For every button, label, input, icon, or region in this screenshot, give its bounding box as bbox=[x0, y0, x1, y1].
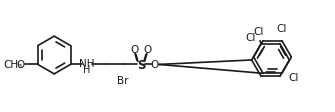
Text: CH₃: CH₃ bbox=[4, 60, 23, 70]
Text: Br: Br bbox=[117, 76, 129, 86]
Text: Cl: Cl bbox=[289, 73, 299, 83]
Text: NH: NH bbox=[79, 59, 94, 69]
Text: H: H bbox=[83, 65, 90, 75]
Text: Cl: Cl bbox=[277, 24, 287, 33]
Text: O: O bbox=[144, 44, 152, 54]
Text: S: S bbox=[137, 58, 145, 71]
Text: O: O bbox=[17, 60, 25, 70]
Text: Cl: Cl bbox=[253, 26, 263, 36]
Text: O: O bbox=[151, 60, 159, 70]
Text: O: O bbox=[130, 44, 138, 54]
Text: Cl: Cl bbox=[246, 32, 256, 42]
